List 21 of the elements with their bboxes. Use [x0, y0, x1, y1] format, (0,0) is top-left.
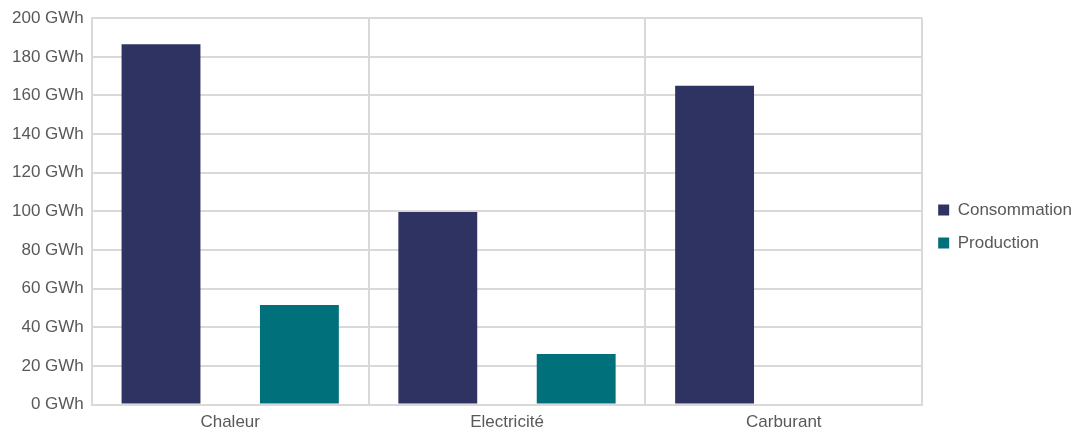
y-tick-label: 160 GWh — [12, 85, 84, 105]
bar — [536, 353, 616, 404]
x-tick-label: Carburant — [745, 412, 822, 432]
y-tick-label: 20 GWh — [21, 355, 84, 375]
bar — [675, 85, 755, 404]
y-tick-label: 140 GWh — [12, 123, 84, 143]
y-tick-label: 40 GWh — [21, 317, 84, 337]
x-tick-label: Chaleur — [200, 412, 261, 432]
y-tick-label: 100 GWh — [12, 201, 84, 221]
y-tick-label: 120 GWh — [12, 162, 84, 182]
bar — [398, 211, 478, 404]
y-tick-label: 60 GWh — [21, 278, 84, 298]
bar — [121, 44, 201, 404]
bar — [259, 305, 339, 404]
y-tick-label: 80 GWh — [21, 239, 84, 259]
x-tick-label: Electricité — [470, 412, 544, 432]
y-tick-label: 200 GWh — [12, 7, 84, 27]
y-tick-label: 180 GWh — [12, 46, 84, 66]
legend-label: Consommation — [957, 199, 1072, 219]
legend-label: Production — [957, 232, 1039, 252]
y-tick-label: 0 GWh — [30, 394, 84, 414]
